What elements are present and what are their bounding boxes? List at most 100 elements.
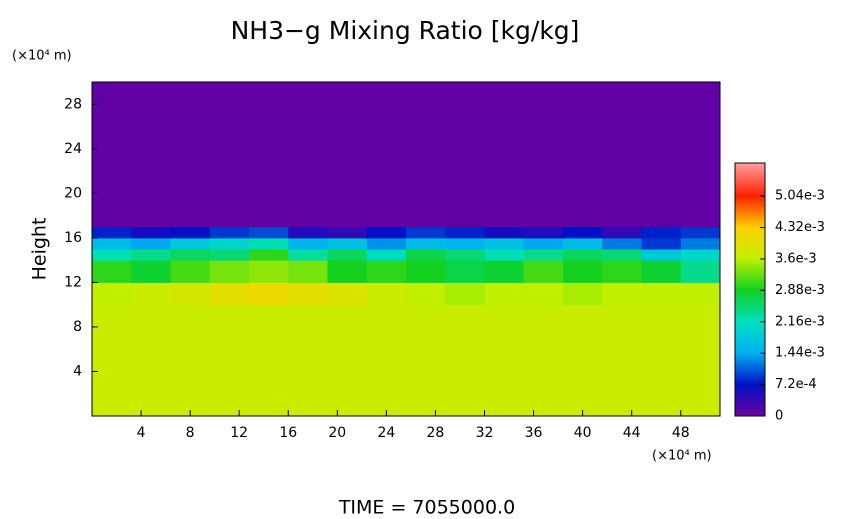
heat-cell [445,249,485,261]
heat-cell [131,237,171,250]
heat-cell [288,260,328,283]
heat-cell [92,82,132,228]
heat-cell [209,226,250,239]
heat-cell [484,237,525,250]
heat-cell [366,82,407,228]
colorbar-tick-label: 1.44e-3 [775,346,825,361]
heat-cell [288,282,328,306]
colorbar-tick-label: 2.88e-3 [775,283,825,298]
plot-frame [91,81,721,417]
heat-cell [366,260,407,283]
x-tick-label: 40 [574,425,592,441]
colorbar-tick-label: 3.6e-3 [775,251,817,266]
heat-cell [641,260,682,283]
heat-cell [327,237,368,250]
heat-cell [327,249,368,261]
heat-cell [641,237,682,250]
colorbar-tick-label: 2.16e-3 [775,314,825,329]
heat-cell [406,249,446,261]
heat-cell [92,304,132,417]
heat-cell [641,249,682,261]
heat-cell [209,237,250,250]
heat-cell [563,260,603,283]
heat-cell [641,82,682,228]
y-tick-label: 28 [64,96,82,112]
heat-cell [641,282,682,306]
heat-cell [602,226,642,239]
heat-cell [366,249,407,261]
y-unit: (×10⁴ m) [12,49,72,64]
heat-cell [327,304,368,417]
heat-cell [288,226,328,239]
heat-cell [366,282,407,306]
heat-cell [249,260,289,283]
heat-cell [523,249,564,261]
heat-cell [327,226,368,239]
heat-cell [602,249,642,261]
footer: TIME = 7055000.0 [338,497,515,519]
heat-cell [327,260,368,283]
heat-cell [523,260,564,283]
heat-cell [641,304,682,417]
heat-cell [602,260,642,283]
heat-cell [523,282,564,306]
heat-cell [563,304,603,417]
heat-cell [523,237,564,250]
heat-cell [209,249,250,261]
x-tick-label: 28 [427,425,445,441]
colorbar-tick-label: 5.04e-3 [775,189,825,204]
heat-cell [366,226,407,239]
heat-cell [92,282,132,306]
heat-cell [445,304,485,417]
heat-cell [170,260,211,283]
heat-cell [366,304,407,417]
y-tick-label: 12 [64,274,82,290]
y-tick-label: 24 [64,141,82,157]
heat-cell [170,304,211,417]
heat-cell [288,237,328,250]
heat-cell [406,282,446,306]
x-tick-label: 44 [623,425,641,441]
heat-cell [484,82,525,228]
heat-cell [327,82,368,228]
heat-cell [131,249,171,261]
heat-cell [523,226,564,239]
heat-cell [131,82,171,228]
heat-cell [445,260,485,283]
heat-cell [170,82,211,228]
heat-cell [680,226,721,239]
heat-cell [209,260,250,283]
heat-cell [445,82,485,228]
heat-cell [131,282,171,306]
heat-cell [406,260,446,283]
heat-cell [523,82,564,228]
heat-cell [92,237,132,250]
heat-cell [680,260,721,283]
x-unit: (×10⁴ m) [652,449,712,464]
heat-cell [602,282,642,306]
heat-cell [249,249,289,261]
heat-cell [170,226,211,239]
heat-cell [170,249,211,261]
x-tick-label: 12 [230,425,248,441]
heat-cell [484,226,525,239]
heat-cell [288,249,328,261]
heat-cell [680,304,721,417]
heat-cell [170,282,211,306]
heat-cell [602,304,642,417]
heat-cell [563,237,603,250]
heat-cell [445,226,485,239]
chart-title: NH3−g Mixing Ratio [kg/kg] [231,16,580,45]
heat-cell [445,237,485,250]
y-tick-label: 8 [73,319,82,335]
heat-cell [563,82,603,228]
heat-cell [484,282,525,306]
x-tick-label: 36 [525,425,543,441]
colorbar [734,162,766,417]
colorbar-tick-label: 0 [775,409,783,424]
heat-cell [563,226,603,239]
heat-cell [680,237,721,250]
heat-cell [406,82,446,228]
heat-cell [602,82,642,228]
heat-cell [209,82,250,228]
